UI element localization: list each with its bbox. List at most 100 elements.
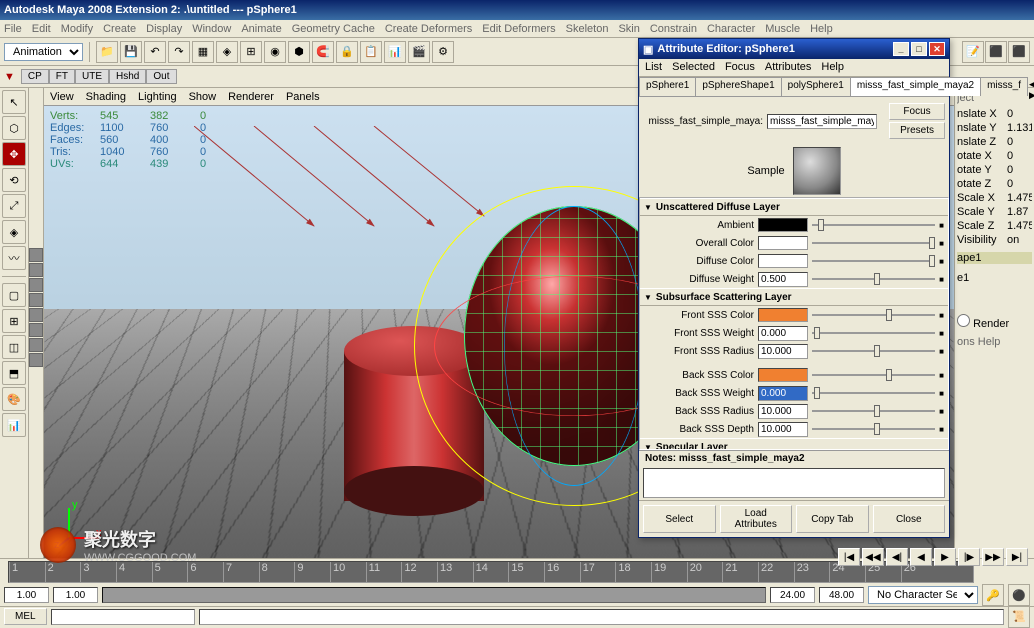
node-name-input[interactable] xyxy=(767,114,877,129)
attr-menu-selected[interactable]: Selected xyxy=(672,61,715,74)
map-button-icon[interactable]: ■ xyxy=(939,257,944,266)
layout-four-icon[interactable]: ⊞ xyxy=(2,309,26,333)
shelf-icon[interactable]: ⬢ xyxy=(288,41,310,63)
focus-button[interactable]: Focus xyxy=(889,103,945,120)
next-key-button[interactable]: |▶ xyxy=(958,548,980,566)
render-radio[interactable] xyxy=(957,314,970,327)
minimize-icon[interactable]: _ xyxy=(893,42,909,56)
comp-tab-out[interactable]: Out xyxy=(146,69,176,84)
attr-menu-attributes[interactable]: Attributes xyxy=(765,61,811,74)
notes-header[interactable]: Notes: misss_fast_simple_maya2 xyxy=(639,450,949,466)
attr-tab[interactable]: misss_f xyxy=(980,77,1028,96)
play-fwd-button[interactable]: ▶ xyxy=(934,548,956,566)
color-swatch[interactable] xyxy=(758,368,808,382)
attr-tab[interactable]: pSphere1 xyxy=(639,77,696,96)
script-editor-icon[interactable]: 📜 xyxy=(1008,606,1030,628)
select-button[interactable]: Select xyxy=(643,505,716,533)
maximize-icon[interactable]: □ xyxy=(911,42,927,56)
attr-slider[interactable] xyxy=(812,272,935,286)
map-button-icon[interactable]: ■ xyxy=(939,347,944,356)
attr-slider[interactable] xyxy=(812,326,935,340)
attr-tab[interactable]: polySphere1 xyxy=(781,77,851,96)
notes-field[interactable] xyxy=(643,468,945,498)
attr-slider[interactable] xyxy=(812,218,935,232)
attr-slider[interactable] xyxy=(812,422,935,436)
rewind-end-button[interactable]: ▶| xyxy=(1006,548,1028,566)
shelf-icon[interactable]: 🧲 xyxy=(312,41,334,63)
attr-value-input[interactable] xyxy=(758,422,808,437)
range-start-input[interactable] xyxy=(4,587,49,603)
layout-icon[interactable]: ⬒ xyxy=(2,361,26,385)
menu-window[interactable]: Window xyxy=(192,23,231,35)
map-button-icon[interactable]: ■ xyxy=(939,329,944,338)
vp-menu-renderer[interactable]: Renderer xyxy=(228,91,274,103)
attr-menu-list[interactable]: List xyxy=(645,61,662,74)
shelf-icon[interactable]: ▦ xyxy=(192,41,214,63)
quick-layout-icon[interactable] xyxy=(29,278,43,292)
shelf-icon[interactable]: ↷ xyxy=(168,41,190,63)
menu-create[interactable]: Create xyxy=(103,23,136,35)
move-tool-icon[interactable]: ✥ xyxy=(2,142,26,166)
prev-key-button[interactable]: ◀| xyxy=(886,548,908,566)
map-button-icon[interactable]: ■ xyxy=(939,275,944,284)
layout-icon[interactable]: ◫ xyxy=(2,335,26,359)
comp-tab-ft[interactable]: FT xyxy=(49,69,75,84)
attr-slider[interactable] xyxy=(812,254,935,268)
shelf-icon[interactable]: 📁 xyxy=(96,41,118,63)
shelf-icon[interactable]: ↶ xyxy=(144,41,166,63)
menu-display[interactable]: Display xyxy=(146,23,182,35)
layout-icon[interactable]: 📊 xyxy=(2,413,26,437)
quick-layout-icon[interactable] xyxy=(29,338,43,352)
vp-menu-shading[interactable]: Shading xyxy=(86,91,126,103)
map-button-icon[interactable]: ■ xyxy=(939,407,944,416)
section-header[interactable]: Subsurface Scattering Layer xyxy=(640,288,948,306)
menu-character[interactable]: Character xyxy=(707,23,755,35)
attr-tab[interactable]: misss_fast_simple_maya2 xyxy=(850,77,981,96)
shelf-icon[interactable]: 🎬 xyxy=(408,41,430,63)
charset-dropdown[interactable]: No Character Set xyxy=(868,586,978,604)
layout-icon[interactable]: 🎨 xyxy=(2,387,26,411)
range-slider[interactable] xyxy=(102,587,766,603)
quick-layout-icon[interactable] xyxy=(29,263,43,277)
menu-animate[interactable]: Animate xyxy=(241,23,281,35)
shelf-icon[interactable]: ⬛ xyxy=(985,41,1007,63)
menu-skeleton[interactable]: Skeleton xyxy=(566,23,609,35)
shelf-icon[interactable]: 💾 xyxy=(120,41,142,63)
tab-scroll-icon[interactable]: ◀ ▶ xyxy=(1027,77,1034,96)
attr-slider[interactable] xyxy=(812,368,935,382)
manip-tool-icon[interactable]: ◈ xyxy=(2,220,26,244)
quick-layout-icon[interactable] xyxy=(29,353,43,367)
attr-tab[interactable]: pSphereShape1 xyxy=(695,77,781,96)
channel-row[interactable]: Visibilityon xyxy=(957,234,1032,246)
key-icon[interactable]: 🔑 xyxy=(982,584,1004,606)
play-back-button[interactable]: ◀ xyxy=(910,548,932,566)
load-attributes-button[interactable]: Load Attributes xyxy=(720,505,793,533)
attr-slider[interactable] xyxy=(812,344,935,358)
section-header[interactable]: Specular Layer xyxy=(640,438,948,450)
map-button-icon[interactable]: ■ xyxy=(939,311,944,320)
attr-value-input[interactable] xyxy=(758,404,808,419)
shelf-icon[interactable]: 📊 xyxy=(384,41,406,63)
menu-skin[interactable]: Skin xyxy=(618,23,639,35)
attr-slider[interactable] xyxy=(812,404,935,418)
layout-single-icon[interactable]: ▢ xyxy=(2,283,26,307)
comp-tab-ute[interactable]: UTE xyxy=(75,69,109,84)
map-button-icon[interactable]: ■ xyxy=(939,221,944,230)
color-swatch[interactable] xyxy=(758,254,808,268)
attr-slider[interactable] xyxy=(812,386,935,400)
quick-layout-icon[interactable] xyxy=(29,323,43,337)
channel-row[interactable]: otate Y0 xyxy=(957,164,1032,176)
shelf-icon[interactable]: ⬛ xyxy=(1008,41,1030,63)
shelf-icon[interactable]: 🔒 xyxy=(336,41,358,63)
range-end2-input[interactable] xyxy=(819,587,864,603)
module-dropdown[interactable]: Animation xyxy=(4,43,83,61)
quick-layout-icon[interactable] xyxy=(29,293,43,307)
shelf-icon[interactable]: 📝 xyxy=(962,41,984,63)
quick-layout-icon[interactable] xyxy=(29,308,43,322)
attr-slider[interactable] xyxy=(812,308,935,322)
channel-row[interactable]: Scale Z1.475 xyxy=(957,220,1032,232)
shelf-icon[interactable]: 📋 xyxy=(360,41,382,63)
comp-tab-hshd[interactable]: Hshd xyxy=(109,69,146,84)
presets-button[interactable]: Presets xyxy=(889,122,945,139)
soft-tool-icon[interactable]: 〰 xyxy=(2,246,26,270)
